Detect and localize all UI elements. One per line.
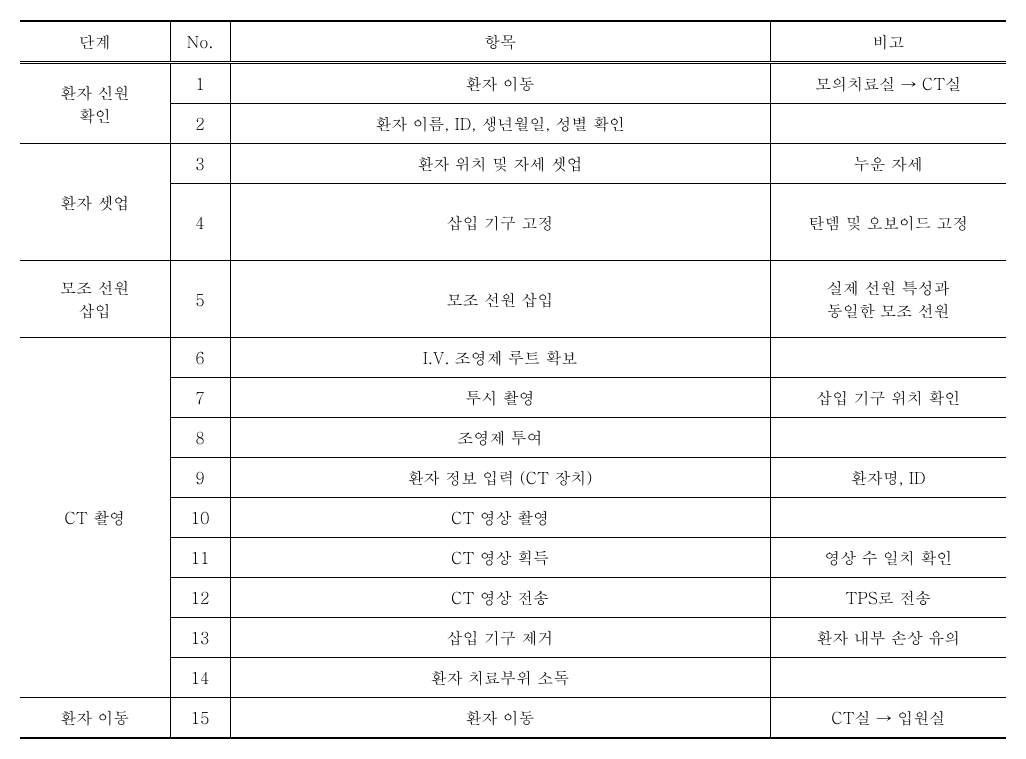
table-row: 모조 선원 삽입5모조 선원 삽입실제 선원 특성과 동일한 모조 선원 xyxy=(20,261,1006,338)
stage-cell: 모조 선원 삽입 xyxy=(20,261,170,338)
no-cell: 12 xyxy=(170,578,230,618)
note-cell xyxy=(770,418,1006,458)
item-cell: I.V. 조영제 루트 확보 xyxy=(230,338,770,378)
item-cell: 조영제 투여 xyxy=(230,418,770,458)
note-cell xyxy=(770,658,1006,698)
note-cell xyxy=(770,338,1006,378)
item-cell: 환자 위치 및 자세 셋업 xyxy=(230,144,770,184)
no-cell: 7 xyxy=(170,378,230,418)
no-cell: 3 xyxy=(170,144,230,184)
note-cell xyxy=(770,104,1006,144)
col-header-note: 비고 xyxy=(770,21,1006,63)
table-body: 환자 신원 확인1환자 이동모의치료실 → CT실2환자 이름, ID, 생년월… xyxy=(20,63,1006,739)
table-row: 환자 셋업3환자 위치 및 자세 셋업누운 자세 xyxy=(20,144,1006,184)
table-row: 환자 신원 확인1환자 이동모의치료실 → CT실 xyxy=(20,63,1006,104)
col-header-stage: 단계 xyxy=(20,21,170,63)
note-cell: CT실 → 입원실 xyxy=(770,698,1006,739)
no-cell: 5 xyxy=(170,261,230,338)
no-cell: 13 xyxy=(170,618,230,658)
stage-cell: 환자 이동 xyxy=(20,698,170,739)
note-cell: 모의치료실 → CT실 xyxy=(770,63,1006,104)
item-cell: 모조 선원 삽입 xyxy=(230,261,770,338)
note-cell: 영상 수 일치 확인 xyxy=(770,538,1006,578)
no-cell: 8 xyxy=(170,418,230,458)
stage-cell: CT 촬영 xyxy=(20,338,170,698)
table-row: CT 촬영6I.V. 조영제 루트 확보 xyxy=(20,338,1006,378)
item-cell: 투시 촬영 xyxy=(230,378,770,418)
note-cell: 탄뎀 및 오보이드 고정 xyxy=(770,184,1006,261)
stage-cell: 환자 셋업 xyxy=(20,144,170,261)
no-cell: 1 xyxy=(170,63,230,104)
item-cell: CT 영상 획득 xyxy=(230,538,770,578)
no-cell: 11 xyxy=(170,538,230,578)
no-cell: 15 xyxy=(170,698,230,739)
note-cell: TPS로 전송 xyxy=(770,578,1006,618)
no-cell: 10 xyxy=(170,498,230,538)
no-cell: 6 xyxy=(170,338,230,378)
no-cell: 9 xyxy=(170,458,230,498)
procedure-table: 단계 No. 항목 비고 환자 신원 확인1환자 이동모의치료실 → CT실2환… xyxy=(20,20,1006,739)
note-cell: 삽입 기구 위치 확인 xyxy=(770,378,1006,418)
table-row: 환자 이동15환자 이동CT실 → 입원실 xyxy=(20,698,1006,739)
no-cell: 14 xyxy=(170,658,230,698)
item-cell: 삽입 기구 고정 xyxy=(230,184,770,261)
stage-cell: 환자 신원 확인 xyxy=(20,63,170,144)
item-cell: 환자 이동 xyxy=(230,63,770,104)
item-cell: CT 영상 전송 xyxy=(230,578,770,618)
no-cell: 2 xyxy=(170,104,230,144)
col-header-no: No. xyxy=(170,21,230,63)
note-cell: 환자 내부 손상 유의 xyxy=(770,618,1006,658)
note-cell: 누운 자세 xyxy=(770,144,1006,184)
item-cell: 환자 이동 xyxy=(230,698,770,739)
note-cell: 환자명, ID xyxy=(770,458,1006,498)
note-cell: 실제 선원 특성과 동일한 모조 선원 xyxy=(770,261,1006,338)
item-cell: 환자 치료부위 소독 xyxy=(230,658,770,698)
no-cell: 4 xyxy=(170,184,230,261)
item-cell: 삽입 기구 제거 xyxy=(230,618,770,658)
item-cell: 환자 이름, ID, 생년월일, 성별 확인 xyxy=(230,104,770,144)
item-cell: 환자 정보 입력 (CT 장치) xyxy=(230,458,770,498)
item-cell: CT 영상 촬영 xyxy=(230,498,770,538)
col-header-item: 항목 xyxy=(230,21,770,63)
table-header-row: 단계 No. 항목 비고 xyxy=(20,21,1006,63)
note-cell xyxy=(770,498,1006,538)
